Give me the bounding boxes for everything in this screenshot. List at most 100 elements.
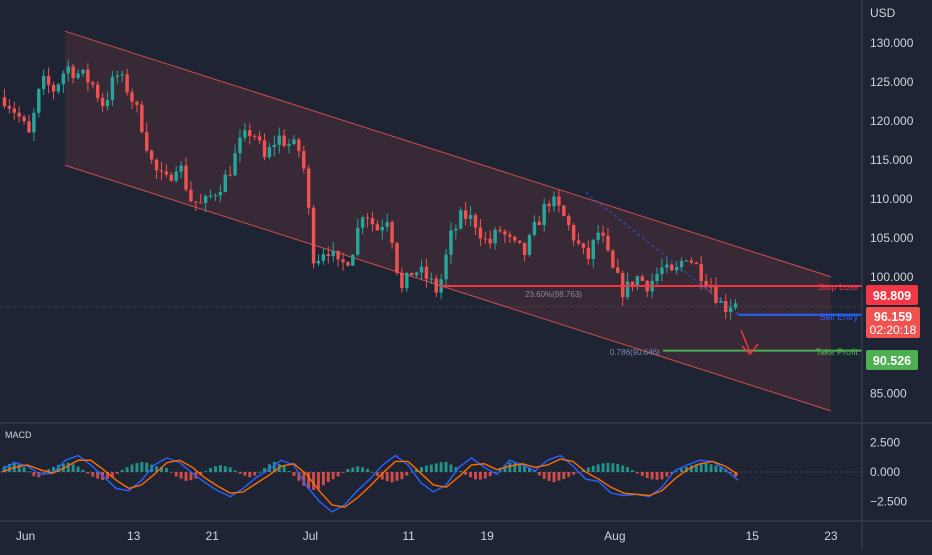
macd-histogram-bar — [317, 472, 320, 490]
candle-body — [630, 281, 635, 287]
macd-histogram-bar — [380, 472, 384, 480]
macd-histogram-bar — [174, 472, 178, 477]
candle-body — [12, 108, 16, 113]
candle-body — [56, 84, 61, 92]
macd-histogram-bar — [493, 471, 497, 473]
macd-histogram-bar — [272, 461, 276, 472]
macd-histogram-bar — [483, 472, 487, 479]
macd-histogram-bar — [400, 472, 404, 480]
candle-body — [223, 174, 227, 193]
x-tick-label: 11 — [402, 529, 415, 543]
candle-body — [459, 210, 463, 229]
macd-histogram-bar — [307, 472, 311, 489]
macd-histogram-bar — [302, 472, 306, 486]
candle-body — [390, 222, 394, 243]
take-profit-tag-bg — [866, 350, 918, 370]
macd-histogram-bar — [22, 467, 26, 472]
macd-histogram-bar — [321, 472, 325, 486]
candle-body — [527, 235, 532, 255]
candle-body — [517, 240, 522, 243]
macd-histogram-bar — [130, 464, 134, 472]
candle-body — [356, 227, 360, 255]
candle-body — [616, 267, 620, 273]
macd-histogram-bar — [331, 472, 335, 480]
candle-body — [203, 196, 208, 203]
candle-body — [552, 196, 556, 207]
macd-histogram-bar — [635, 472, 639, 474]
candle-body — [41, 75, 46, 90]
candle-body — [728, 307, 733, 312]
macd-histogram-bar — [714, 465, 718, 472]
candle-body — [655, 274, 659, 281]
candle-body — [169, 174, 173, 181]
candle-body — [547, 203, 551, 207]
macd-histogram-bar — [532, 471, 536, 472]
current-price-tag: 96.159 — [874, 310, 912, 324]
candle-body — [503, 231, 507, 235]
macd-histogram-bar — [405, 472, 409, 476]
macd-histogram-bar — [52, 467, 55, 472]
candle-body — [537, 221, 541, 225]
candle-body — [22, 116, 26, 122]
macd-histogram-bar — [395, 472, 399, 481]
macd-histogram-bar — [454, 467, 458, 472]
macd-histogram-bar — [96, 472, 100, 479]
macd-histogram-bar — [596, 464, 600, 472]
x-tick-label: 13 — [127, 529, 141, 543]
macd-histogram-bar — [263, 468, 266, 472]
y-tick-label: 115.000 — [870, 153, 913, 167]
macd-histogram-bar — [586, 467, 590, 472]
price-pane[interactable] — [0, 30, 862, 412]
candle-body — [115, 75, 120, 77]
candle-body — [473, 215, 478, 228]
macd-histogram-bar — [292, 472, 296, 476]
macd-histogram-bar — [655, 472, 659, 480]
macd-histogram-bar — [297, 472, 301, 481]
candle-body — [194, 201, 198, 203]
candle-body — [2, 97, 7, 107]
signal-line[interactable] — [1, 458, 739, 508]
candle-body — [159, 170, 164, 172]
macd-histogram-bar — [547, 472, 551, 481]
candle-body — [478, 227, 483, 239]
macd-histogram-bar — [670, 472, 674, 474]
channel-lower-line[interactable] — [64, 164, 832, 412]
macd-histogram-bar — [56, 464, 60, 472]
macd-histogram-bar — [140, 461, 144, 472]
candle-body — [61, 73, 66, 85]
macd-histogram-bar — [169, 472, 173, 473]
take-profit-tag: 90.526 — [873, 354, 911, 368]
candle-body — [444, 254, 448, 280]
macd-histogram-bar — [424, 465, 428, 472]
x-tick-label: 21 — [206, 529, 220, 543]
macd-histogram-bar — [606, 462, 610, 472]
macd-histogram-bar — [238, 472, 242, 474]
candle-body — [635, 276, 640, 287]
candle-body — [297, 139, 301, 152]
x-tick-label: Jun — [16, 529, 35, 543]
macd-line[interactable] — [1, 454, 739, 513]
macd-histogram-bar — [71, 464, 75, 472]
candle-body — [17, 112, 21, 117]
candle-body — [257, 136, 262, 141]
candle-body — [277, 135, 281, 145]
candle-body — [581, 243, 586, 248]
macd-histogram-bar — [537, 472, 541, 476]
candle-body — [218, 192, 223, 196]
candle-body — [424, 266, 429, 279]
macd-histogram-bar — [601, 463, 605, 472]
fib-trend-line[interactable] — [585, 192, 739, 315]
macd-pane[interactable] — [0, 454, 862, 513]
candle-body — [110, 76, 115, 100]
candle-body — [513, 236, 517, 241]
macd-histogram-bar — [81, 469, 85, 472]
candle-body — [208, 195, 213, 197]
candle-body — [733, 303, 738, 308]
candle-body — [508, 234, 512, 237]
down-arrow-head — [741, 343, 759, 356]
candle-body — [468, 215, 473, 219]
x-tick-label: Aug — [604, 529, 625, 543]
macd-histogram-bar — [135, 463, 139, 472]
channel-upper-line[interactable] — [64, 30, 832, 278]
